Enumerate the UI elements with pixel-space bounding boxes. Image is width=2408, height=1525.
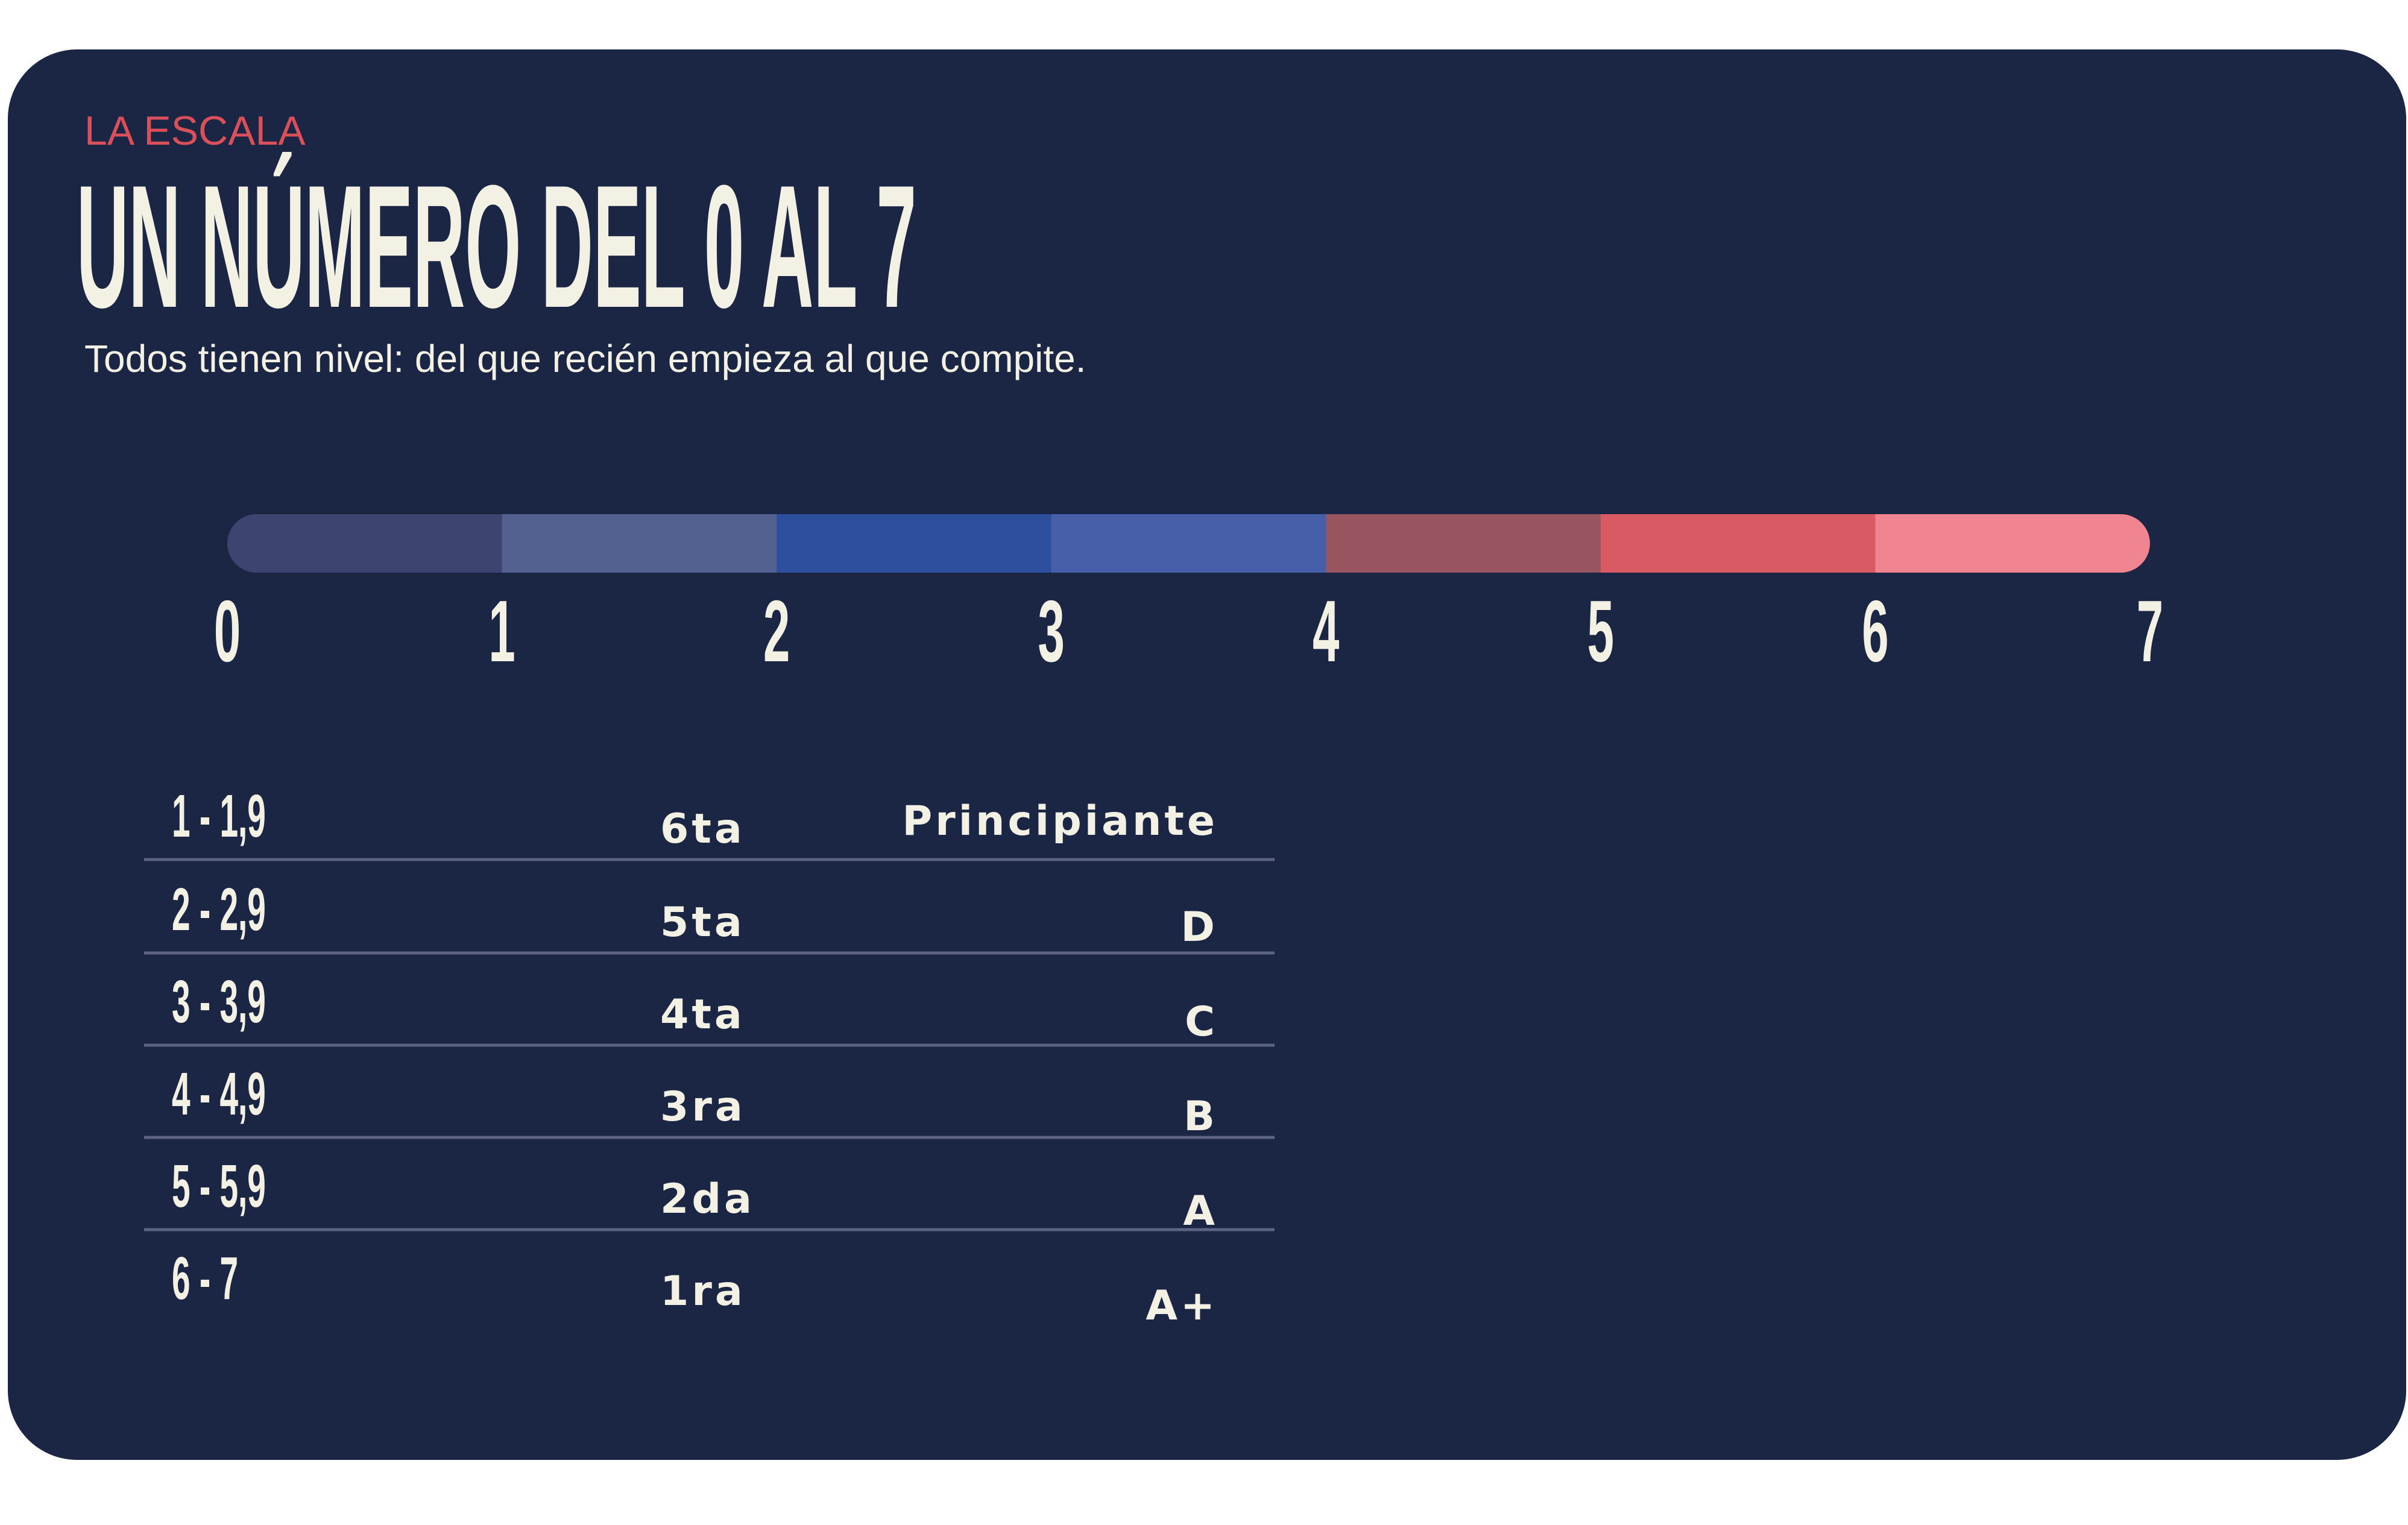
kicker: LA ESCALA (84, 108, 306, 154)
scale-tick-label: 6 (1862, 582, 1888, 680)
level-cell: B (1184, 1093, 1218, 1140)
level-table: 1 - 1,9 6ta Principiante 2 - 2,9 5ta D 3 - 3,9… (144, 783, 1275, 1330)
card (8, 49, 2406, 1460)
category-cell: 1ra (660, 1268, 746, 1315)
scale-tick-label: 2 (763, 582, 790, 680)
scale-bar (227, 514, 2150, 573)
scale-tick-label: 7 (2137, 582, 2163, 680)
scale-segment (777, 514, 1052, 573)
level-cell: D (1181, 904, 1218, 951)
range-cell: 1 - 1,9 (172, 783, 266, 851)
category-cell: 5ta (660, 899, 745, 946)
range-cell: 2 - 2,9 (172, 876, 266, 944)
category-cell: 2da (660, 1175, 755, 1223)
scale-segment (502, 514, 778, 573)
scale-ticks: 0 1 2 3 4 5 6 7 (214, 582, 2163, 680)
category-cell: 6ta (660, 805, 745, 853)
scale-tick-label: 0 (214, 582, 241, 680)
range-cell: 3 - 3,9 (172, 969, 266, 1036)
range-cell: 4 - 4,9 (172, 1061, 266, 1128)
scale-segment (1051, 514, 1327, 573)
level-cell: A (1183, 1187, 1218, 1235)
category-cell: 4ta (660, 991, 745, 1039)
range-cell: 5 - 5,9 (172, 1153, 266, 1221)
scale-segment (1875, 514, 2150, 573)
level-cell: C (1185, 998, 1218, 1046)
scale-segment (1326, 514, 1601, 573)
level-cell: A+ (1146, 1282, 1218, 1330)
range-cell: 6 - 7 (172, 1245, 238, 1313)
title: UN NÚMERO DEL 0 AL 7 (77, 149, 916, 344)
scale-segment (227, 514, 503, 573)
scale-tick-label: 3 (1038, 582, 1065, 680)
scale-tick-label: 5 (1587, 582, 1614, 680)
category-cell: 3ra (660, 1083, 746, 1131)
subtitle: Todos tienen nivel: del que recién empie… (84, 337, 1086, 380)
scale-tick-label: 4 (1313, 582, 1339, 680)
scale-tick-label: 1 (488, 582, 515, 680)
level-cell: Principiante (902, 797, 1218, 845)
scale-segment (1600, 514, 1876, 573)
